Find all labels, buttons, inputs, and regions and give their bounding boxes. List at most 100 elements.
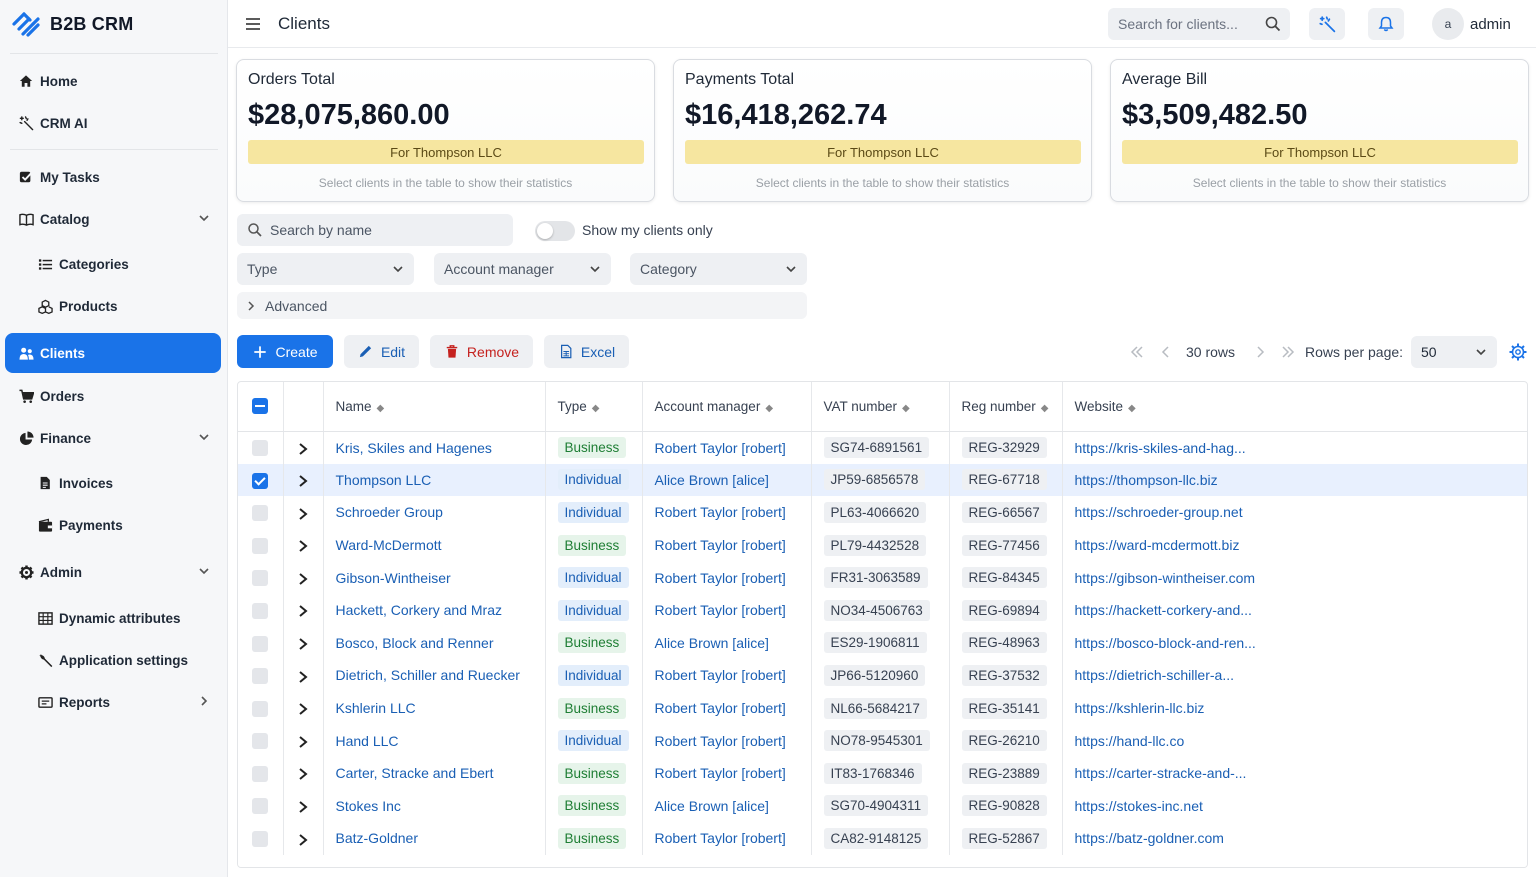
nav-invoices[interactable]: Invoices [5, 463, 221, 503]
nav-products[interactable]: Products [5, 286, 221, 326]
advanced-filters-toggle[interactable]: Advanced [237, 292, 807, 319]
row-checkbox[interactable] [252, 765, 269, 782]
website-link[interactable]: https://gibson-wintheiser.com [1074, 569, 1256, 586]
column-header-name[interactable]: Name ◆ [323, 382, 546, 432]
type-filter-select[interactable]: Type [237, 253, 414, 285]
table-row[interactable]: Kshlerin LLC Business Robert Taylor [rober… [238, 691, 1527, 725]
website-link[interactable]: https://kris-skiles-and-hag... [1074, 439, 1246, 456]
table-row[interactable]: Gibson-Wintheiser Individual Robert Taylor… [238, 561, 1527, 594]
account-manager-link[interactable]: Robert Taylor [robert] [654, 602, 786, 619]
account-manager-link[interactable]: Robert Taylor [robert] [654, 537, 786, 554]
brand[interactable]: B2B CRM [10, 8, 133, 40]
remove-button[interactable]: Remove [430, 335, 533, 368]
chevron-right-icon[interactable] [297, 702, 309, 716]
row-checkbox[interactable] [252, 635, 269, 652]
nav-orders[interactable]: Orders [5, 376, 221, 416]
nav-crm-ai[interactable]: CRM AI [5, 103, 221, 143]
first-page-button[interactable] [1127, 342, 1147, 362]
nav-catalog[interactable]: Catalog [5, 199, 221, 239]
client-name-link[interactable]: Hand LLC [335, 732, 399, 749]
website-link[interactable]: https://kshlerin-llc.biz [1074, 700, 1205, 717]
rows-per-page-select[interactable]: 50 [1411, 336, 1497, 368]
website-link[interactable]: https://dietrich-schiller-a... [1074, 667, 1235, 684]
next-page-button[interactable] [1250, 342, 1270, 362]
nav-dynamic-attributes[interactable]: Dynamic attributes [5, 598, 221, 638]
website-link[interactable]: https://stokes-inc.net [1074, 797, 1203, 814]
chevron-right-icon[interactable] [297, 767, 309, 781]
column-header-type[interactable]: Type ◆ [545, 382, 643, 432]
table-row[interactable]: Carter, Stracke and Ebert Business Robert … [238, 756, 1527, 790]
nav-finance[interactable]: Finance [5, 418, 221, 458]
table-row[interactable]: Hand LLC Individual Robert Taylor [robert]… [238, 724, 1527, 757]
client-name-link[interactable]: Ward-McDermott [335, 537, 442, 554]
client-name-link[interactable]: Dietrich, Schiller and Ruecker [335, 667, 520, 684]
row-checkbox[interactable] [252, 505, 269, 522]
nav-home[interactable]: Home [5, 61, 221, 101]
chevron-right-icon[interactable] [297, 800, 309, 814]
user-menu[interactable]: a admin [1432, 7, 1511, 41]
client-name-link[interactable]: Gibson-Wintheiser [335, 569, 451, 586]
account-manager-link[interactable]: Robert Taylor [robert] [654, 504, 786, 521]
row-checkbox[interactable] [252, 537, 269, 554]
edit-button[interactable]: Edit [344, 335, 419, 368]
row-checkbox[interactable] [252, 440, 269, 457]
client-name-link[interactable]: Batz-Goldner [335, 830, 418, 847]
table-row[interactable]: Ward-McDermott Business Robert Taylor [rob… [238, 528, 1527, 562]
create-button[interactable]: Create [237, 335, 333, 368]
client-name-link[interactable]: Bosco, Block and Renner [335, 634, 494, 651]
table-row[interactable]: Thompson LLC Individual Alice Brown [alice… [238, 463, 1527, 497]
nav-application-settings[interactable]: Application settings [5, 640, 221, 680]
my-clients-toggle[interactable] [535, 221, 575, 241]
client-search-input[interactable]: Search for clients... [1108, 8, 1290, 40]
select-all-checkbox[interactable] [252, 398, 269, 415]
chevron-right-icon[interactable] [297, 833, 309, 847]
chevron-right-icon[interactable] [297, 670, 309, 684]
account-manager-link[interactable]: Alice Brown [alice] [654, 797, 769, 814]
category-filter-select[interactable]: Category [630, 253, 807, 285]
column-header-vat-number[interactable]: VAT number ◆ [811, 382, 950, 432]
column-header-reg-number[interactable]: Reg number ◆ [949, 382, 1063, 432]
last-page-button[interactable] [1278, 342, 1298, 362]
row-checkbox[interactable] [252, 798, 269, 815]
account-manager-link[interactable]: Robert Taylor [robert] [654, 830, 786, 847]
row-checkbox[interactable] [252, 602, 269, 619]
name-search-input[interactable]: Search by name [237, 214, 513, 246]
chevron-right-icon[interactable] [297, 604, 309, 618]
account-manager-link[interactable]: Alice Brown [alice] [654, 471, 769, 488]
chevron-right-icon[interactable] [297, 442, 309, 456]
account-manager-link[interactable]: Robert Taylor [robert] [654, 667, 786, 684]
ai-assistant-button[interactable] [1309, 8, 1345, 40]
column-header-website[interactable]: Website ◆ [1062, 382, 1527, 432]
row-checkbox[interactable] [252, 570, 269, 587]
nav-reports[interactable]: Reports [5, 682, 221, 722]
nav-admin[interactable]: Admin [5, 552, 221, 592]
website-link[interactable]: https://hand-llc.co [1074, 732, 1185, 749]
website-link[interactable]: https://carter-stracke-and-... [1074, 765, 1247, 782]
previous-page-button[interactable] [1156, 342, 1176, 362]
website-link[interactable]: https://thompson-llc.biz [1074, 471, 1218, 488]
chevron-right-icon[interactable] [297, 539, 309, 553]
chevron-right-icon[interactable] [297, 507, 309, 521]
client-name-link[interactable]: Carter, Stracke and Ebert [335, 765, 494, 782]
account-manager-link[interactable]: Robert Taylor [robert] [654, 765, 786, 782]
row-checkbox[interactable] [252, 472, 269, 489]
website-link[interactable]: https://batz-goldner.com [1074, 830, 1224, 847]
account-manager-link[interactable]: Robert Taylor [robert] [654, 569, 786, 586]
nav-my-tasks[interactable]: My Tasks [5, 157, 221, 197]
row-checkbox[interactable] [252, 831, 269, 848]
table-row[interactable]: Dietrich, Schiller and Ruecker Individual… [238, 659, 1527, 692]
row-checkbox[interactable] [252, 700, 269, 717]
nav-clients[interactable]: Clients [5, 333, 221, 373]
client-name-link[interactable]: Kris, Skiles and Hagenes [335, 439, 492, 456]
client-name-link[interactable]: Kshlerin LLC [335, 700, 416, 717]
chevron-right-icon[interactable] [297, 572, 309, 586]
table-settings-gear-icon[interactable] [1508, 342, 1528, 362]
hamburger-menu-icon[interactable] [244, 15, 262, 33]
column-header-account-manager[interactable]: Account manager ◆ [642, 382, 812, 432]
table-row[interactable]: Hackett, Corkery and Mraz Individual Rober… [238, 593, 1527, 627]
excel-export-button[interactable]: Excel [544, 335, 629, 368]
account-manager-link[interactable]: Robert Taylor [robert] [654, 439, 786, 456]
row-checkbox[interactable] [252, 668, 269, 685]
table-row[interactable]: Batz-Goldner Business Robert Taylor [rober… [238, 822, 1527, 855]
chevron-right-icon[interactable] [297, 735, 309, 749]
